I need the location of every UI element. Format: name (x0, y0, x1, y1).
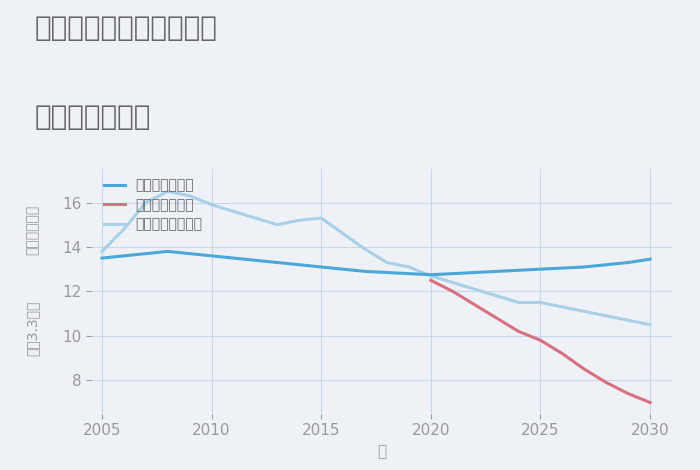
ノーマルシナリオ (207, 202, 216, 208)
ノーマルシナリオ (426, 273, 435, 279)
バッドシナリオ (624, 391, 632, 396)
グッドシナリオ (426, 272, 435, 278)
Line: ノーマルシナリオ: ノーマルシナリオ (102, 191, 650, 325)
ノーマルシナリオ (141, 200, 150, 205)
グッドシナリオ (492, 268, 500, 274)
ノーマルシナリオ (317, 215, 326, 221)
バッドシナリオ (492, 315, 500, 321)
グッドシナリオ (646, 256, 654, 262)
ノーマルシナリオ (273, 222, 281, 227)
ノーマルシナリオ (230, 209, 238, 214)
X-axis label: 年: 年 (377, 444, 386, 459)
グッドシナリオ (207, 253, 216, 258)
ノーマルシナリオ (120, 227, 128, 232)
グッドシナリオ (339, 266, 347, 272)
Line: バッドシナリオ: バッドシナリオ (430, 280, 650, 402)
Text: 土地の価格推移: 土地の価格推移 (35, 103, 151, 132)
バッドシナリオ (602, 380, 610, 385)
グッドシナリオ (449, 271, 457, 276)
グッドシナリオ (273, 260, 281, 266)
バッドシナリオ (514, 329, 523, 334)
Legend: グッドシナリオ, バッドシナリオ, ノーマルシナリオ: グッドシナリオ, バッドシナリオ, ノーマルシナリオ (104, 179, 203, 232)
バッドシナリオ (536, 337, 545, 343)
Text: 坪（3.3㎡）: 坪（3.3㎡） (26, 300, 40, 356)
グッドシナリオ (361, 268, 370, 274)
バッドシナリオ (580, 366, 589, 372)
グッドシナリオ (580, 264, 589, 270)
Text: 三重県鈴鹿市自由ヶ丘の: 三重県鈴鹿市自由ヶ丘の (35, 14, 218, 42)
グッドシナリオ (470, 270, 479, 275)
グッドシナリオ (602, 262, 610, 267)
グッドシナリオ (317, 264, 326, 270)
ノーマルシナリオ (580, 309, 589, 314)
グッドシナリオ (514, 267, 523, 273)
ノーマルシナリオ (602, 313, 610, 319)
バッドシナリオ (449, 289, 457, 294)
グッドシナリオ (558, 265, 566, 271)
ノーマルシナリオ (558, 304, 566, 310)
グッドシナリオ (230, 255, 238, 261)
ノーマルシナリオ (449, 280, 457, 285)
ノーマルシナリオ (536, 300, 545, 306)
ノーマルシナリオ (470, 286, 479, 292)
ノーマルシナリオ (492, 293, 500, 298)
ノーマルシナリオ (186, 193, 194, 199)
グッドシナリオ (164, 249, 172, 254)
グッドシナリオ (98, 255, 106, 261)
バッドシナリオ (558, 351, 566, 356)
グッドシナリオ (186, 251, 194, 257)
ノーマルシナリオ (295, 218, 304, 223)
グッドシナリオ (405, 271, 413, 276)
グッドシナリオ (624, 260, 632, 266)
ノーマルシナリオ (164, 188, 172, 194)
グッドシナリオ (141, 251, 150, 257)
ノーマルシナリオ (339, 231, 347, 236)
バッドシナリオ (470, 302, 479, 307)
Line: グッドシナリオ: グッドシナリオ (102, 251, 650, 275)
バッドシナリオ (646, 400, 654, 405)
ノーマルシナリオ (251, 215, 260, 221)
グッドシナリオ (120, 253, 128, 258)
ノーマルシナリオ (646, 322, 654, 328)
ノーマルシナリオ (383, 260, 391, 266)
グッドシナリオ (251, 258, 260, 263)
グッドシナリオ (295, 262, 304, 267)
バッドシナリオ (426, 277, 435, 283)
ノーマルシナリオ (514, 300, 523, 306)
Text: 単価（万円）: 単価（万円） (26, 205, 40, 255)
ノーマルシナリオ (361, 246, 370, 252)
グッドシナリオ (383, 270, 391, 275)
グッドシナリオ (536, 266, 545, 272)
ノーマルシナリオ (98, 249, 106, 254)
ノーマルシナリオ (405, 264, 413, 270)
ノーマルシナリオ (624, 317, 632, 323)
